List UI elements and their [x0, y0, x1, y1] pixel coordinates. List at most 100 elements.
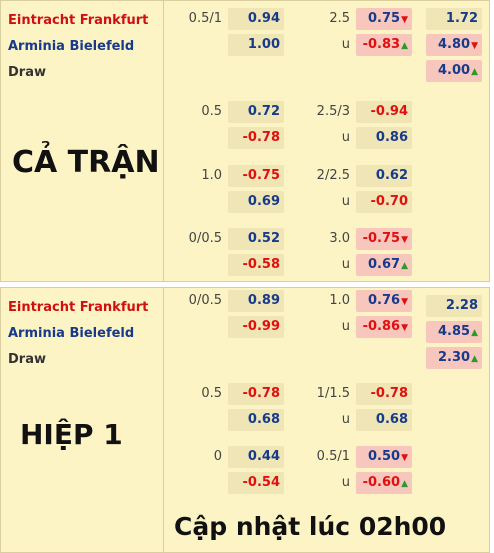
odds-value: -0.83▲ — [356, 34, 412, 56]
odds-number: -0.75 — [362, 231, 401, 246]
odds-value: -0.99 — [228, 316, 284, 338]
odds-number: 0.89 — [247, 293, 280, 308]
odds-value: 2.30▲ — [426, 347, 482, 369]
odds-value: 0.75▼ — [356, 8, 412, 30]
odds-value: -0.94 — [356, 101, 412, 123]
odds-number: -0.54 — [242, 475, 280, 490]
odds-value: -0.78 — [228, 127, 284, 149]
odds-number: 0.94 — [247, 11, 280, 26]
odds-number: 4.85 — [438, 324, 471, 339]
odds-number: 4.80 — [438, 37, 471, 52]
odds-number: -0.78 — [242, 130, 280, 145]
odds-value: 0.62 — [356, 165, 412, 187]
handicap-line: 1.0 — [201, 168, 222, 183]
odds-number: -0.94 — [370, 104, 408, 119]
team-name: Draw — [8, 352, 46, 367]
trend-arrow: ▲ — [401, 41, 408, 51]
under-label: u — [341, 194, 350, 209]
odds-number: -0.70 — [370, 194, 408, 209]
handicap-line: 0 — [213, 449, 222, 464]
odds-value: 4.85▲ — [426, 321, 482, 343]
odds-value: -0.60▲ — [356, 472, 412, 494]
odds-value: -0.75▼ — [356, 228, 412, 250]
trend-arrow: ▲ — [401, 479, 408, 489]
handicap-line: 0/0.5 — [188, 231, 222, 246]
team-name: Arminia Bielefeld — [8, 39, 135, 54]
odds-number: -0.83 — [362, 37, 401, 52]
under-label: u — [341, 412, 350, 427]
odds-value: -0.75 — [228, 165, 284, 187]
team-name: Draw — [8, 65, 46, 80]
odds-number: -0.99 — [242, 319, 280, 334]
trend-arrow: ▼ — [401, 15, 408, 25]
odds-number: 2.28 — [445, 298, 478, 313]
odds-number: 0.62 — [375, 168, 408, 183]
odds-number: 0.69 — [247, 194, 280, 209]
odds-number: 4.00 — [438, 63, 471, 78]
team-name: Eintracht Frankfurt — [8, 13, 149, 28]
odds-value: 0.86 — [356, 127, 412, 149]
column-divider — [163, 0, 164, 282]
total-line: 1.0 — [329, 293, 350, 308]
under-label: u — [341, 37, 350, 52]
odds-number: 0.76 — [368, 293, 401, 308]
under-label: u — [341, 475, 350, 490]
trend-arrow: ▲ — [401, 261, 408, 271]
odds-number: 0.86 — [375, 130, 408, 145]
odds-value: -0.78 — [356, 383, 412, 405]
odds-number: 0.50 — [368, 449, 401, 464]
under-label: u — [341, 257, 350, 272]
odds-number: -0.78 — [370, 386, 408, 401]
section-title: CẢ TRẬN — [12, 145, 160, 180]
odds-number: 1.72 — [445, 11, 478, 26]
trend-arrow: ▼ — [401, 297, 408, 307]
trend-arrow: ▲ — [471, 328, 478, 338]
trend-arrow: ▲ — [471, 354, 478, 364]
odds-number: 0.44 — [247, 449, 280, 464]
trend-arrow: ▼ — [401, 235, 408, 245]
odds-value: 0.67▲ — [356, 254, 412, 276]
under-label: u — [341, 130, 350, 145]
handicap-line: 0.5/1 — [188, 11, 222, 26]
handicap-line: 0.5 — [201, 386, 222, 401]
odds-value: -0.78 — [228, 383, 284, 405]
odds-number: -0.58 — [242, 257, 280, 272]
odds-number: 1.00 — [247, 37, 280, 52]
total-line: 3.0 — [329, 231, 350, 246]
odds-number: -0.86 — [362, 319, 401, 334]
odds-number: 0.68 — [375, 412, 408, 427]
under-label: u — [341, 319, 350, 334]
odds-value: 0.52 — [228, 228, 284, 250]
column-divider — [163, 287, 164, 553]
trend-arrow: ▲ — [471, 67, 478, 77]
odds-value: -0.86▼ — [356, 316, 412, 338]
odds-value: 1.72 — [426, 8, 482, 30]
update-time: Cập nhật lúc 02h00 — [174, 512, 447, 541]
odds-number: 0.68 — [247, 412, 280, 427]
odds-number: 0.67 — [368, 257, 401, 272]
odds-value: 0.72 — [228, 101, 284, 123]
trend-arrow: ▼ — [401, 453, 408, 463]
total-line: 0.5/1 — [316, 449, 350, 464]
handicap-line: 0.5 — [201, 104, 222, 119]
team-name: Arminia Bielefeld — [8, 326, 135, 341]
total-line: 2/2.5 — [316, 168, 350, 183]
odds-value: 0.94 — [228, 8, 284, 30]
odds-value: 1.00 — [228, 34, 284, 56]
trend-arrow: ▼ — [401, 323, 408, 333]
total-line: 1/1.5 — [316, 386, 350, 401]
odds-value: 2.28 — [426, 295, 482, 317]
odds-value: 0.68 — [228, 409, 284, 431]
odds-value: 0.44 — [228, 446, 284, 468]
odds-value: -0.54 — [228, 472, 284, 494]
odds-number: -0.78 — [242, 386, 280, 401]
odds-value: 0.89 — [228, 290, 284, 312]
odds-value: 0.76▼ — [356, 290, 412, 312]
odds-number: -0.75 — [242, 168, 280, 183]
odds-number: 2.30 — [438, 350, 471, 365]
total-line: 2.5 — [329, 11, 350, 26]
odds-value: -0.58 — [228, 254, 284, 276]
odds-number: 0.72 — [247, 104, 280, 119]
total-line: 2.5/3 — [316, 104, 350, 119]
